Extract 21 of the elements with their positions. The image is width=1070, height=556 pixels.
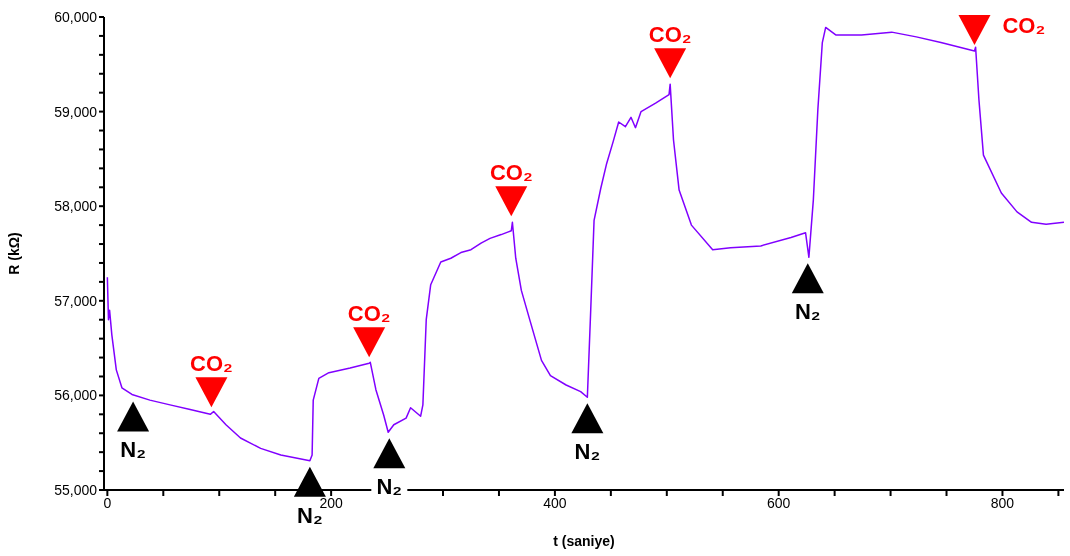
x-tick-label: 800 [990, 494, 1015, 511]
annotation: CO₂ [1002, 13, 1046, 39]
annotation: N₂ [120, 437, 146, 463]
y-tick-label: 56,000 [54, 387, 98, 404]
y-tick-label: 57,000 [54, 292, 98, 309]
annotation: CO₂ [489, 160, 533, 186]
annotation: CO₂ [190, 351, 233, 377]
x-tick-label: 600 [767, 494, 791, 511]
annotation: CO₂ [347, 301, 391, 327]
x-axis-title: t (saniye) [553, 533, 615, 549]
y-axis-title: R (kΩ) [5, 232, 22, 275]
annotation: N₂ [376, 474, 403, 500]
y-tick-label: 59,000 [54, 103, 98, 120]
annotation: N₂ [794, 299, 821, 325]
y-tick-label: 60,000 [54, 8, 98, 25]
annotation: CO₂ [648, 22, 692, 48]
y-tick-label: 55,000 [54, 481, 98, 498]
y-tick-label: 58,000 [54, 198, 98, 215]
annotation: N₂ [574, 439, 601, 465]
x-tick-label: 400 [543, 494, 567, 511]
x-tick-label: 0 [103, 494, 112, 511]
